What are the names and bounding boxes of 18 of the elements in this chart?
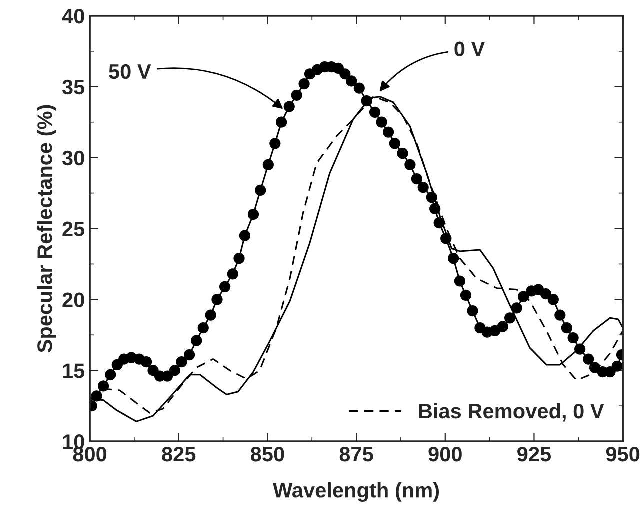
y-axis-title: Specular Reflectance (%) [37, 105, 56, 353]
y-tick-label: 30 [62, 150, 84, 166]
annotation: 0 V [454, 42, 486, 57]
x-tick-label: 950 [606, 446, 640, 462]
y-tick-label: 35 [62, 80, 85, 95]
x-tick-label: 925 [518, 446, 552, 462]
x-tick-label: 875 [340, 446, 374, 462]
x-tick-label: 825 [162, 446, 196, 462]
y-tick-label: 20 [62, 292, 84, 308]
x-tick-label: 850 [250, 446, 284, 462]
x-axis-title: Wavelength (nm) [273, 482, 440, 502]
x-tick-label: 900 [428, 446, 462, 462]
y-tick-label: 15 [63, 364, 85, 378]
x-tick-label: 800 [73, 446, 107, 462]
annotation: 50 V [109, 64, 152, 80]
y-tick-label: 40 [62, 8, 84, 24]
y-tick-label: 25 [62, 222, 85, 237]
legend-label: Bias Removed, 0 V [419, 403, 604, 422]
